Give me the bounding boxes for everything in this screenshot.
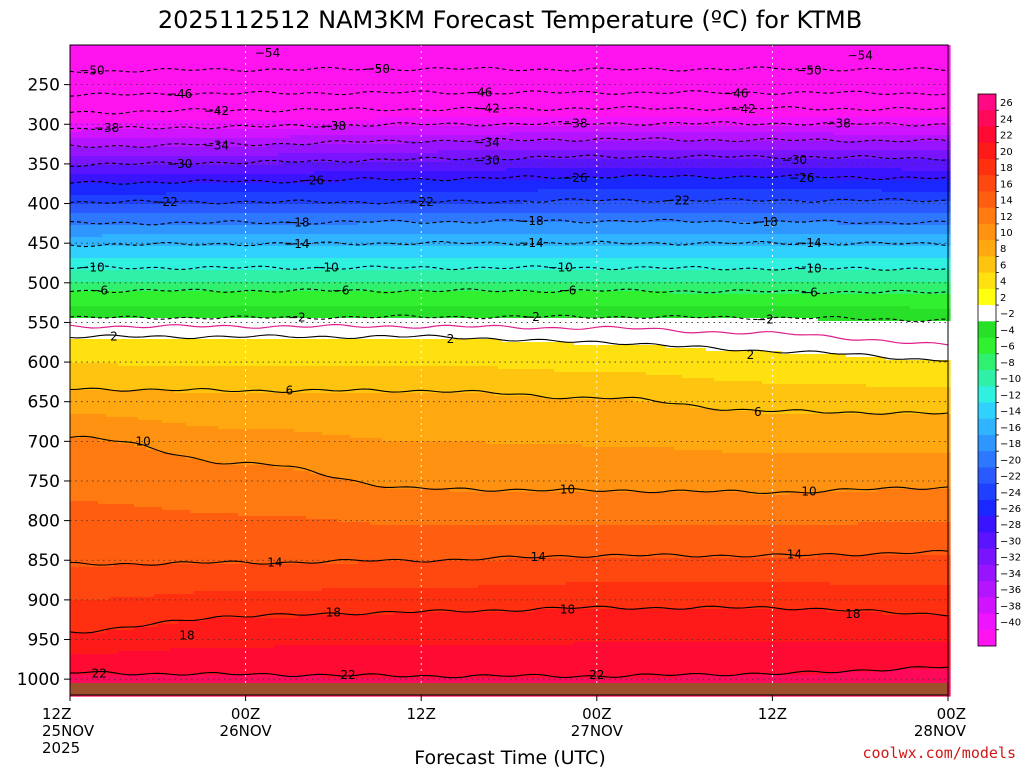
chart-title: 2025112512 NAM3KM Forecast Temperature (… <box>158 6 862 34</box>
plot-area: −54 −54−50 −50 −50−46 −46 −46−42 −42 −42−38 −38−… <box>70 45 951 697</box>
temperature-bands <box>70 45 951 697</box>
temperature-cross-section-chart: 2025112512 NAM3KM Forecast Temperature (… <box>0 0 1024 768</box>
